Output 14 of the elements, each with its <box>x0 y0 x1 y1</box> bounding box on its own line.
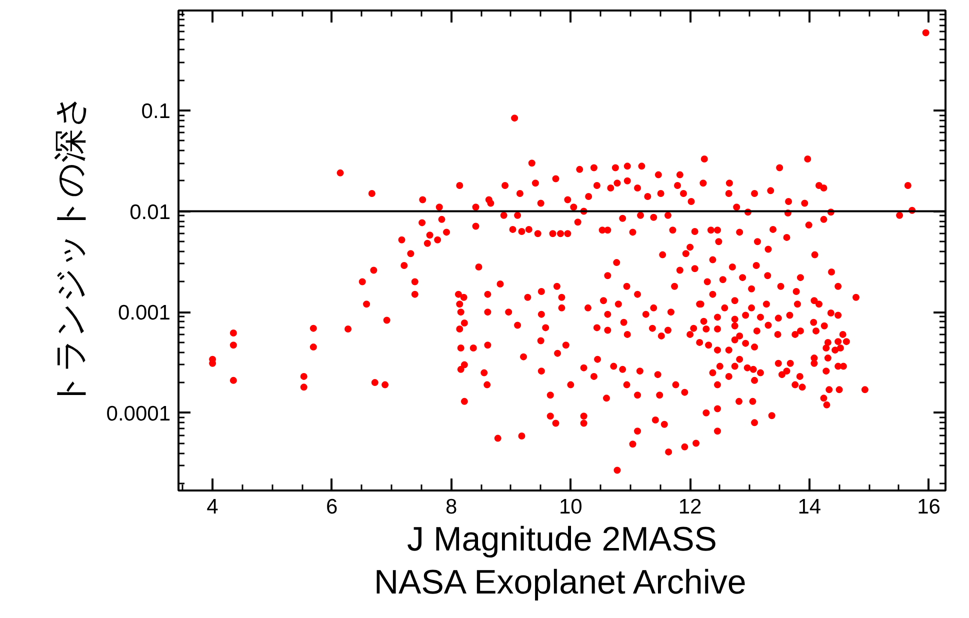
y-tick-label: 0.001 <box>118 302 171 325</box>
x-tick-label: 14 <box>798 496 822 518</box>
y-tick-label: 0.1 <box>141 100 171 123</box>
x-axis-title: J Magnitude 2MASS <box>407 520 717 558</box>
y-tick-label: 0.01 <box>130 200 171 224</box>
x-tick-label: 12 <box>678 496 702 518</box>
x-tick-label: 6 <box>326 496 338 518</box>
x-tick-label: 4 <box>206 496 219 518</box>
y-tick-label: 0.0001 <box>106 402 171 426</box>
x-tick-label: 8 <box>445 496 458 518</box>
y-axis-title: トランジットの深さ <box>51 94 90 408</box>
text: NASA Exoplanet Archive <box>374 564 746 602</box>
x-tick-label: 16 <box>917 496 940 518</box>
x-tick-label: 10 <box>558 496 582 518</box>
